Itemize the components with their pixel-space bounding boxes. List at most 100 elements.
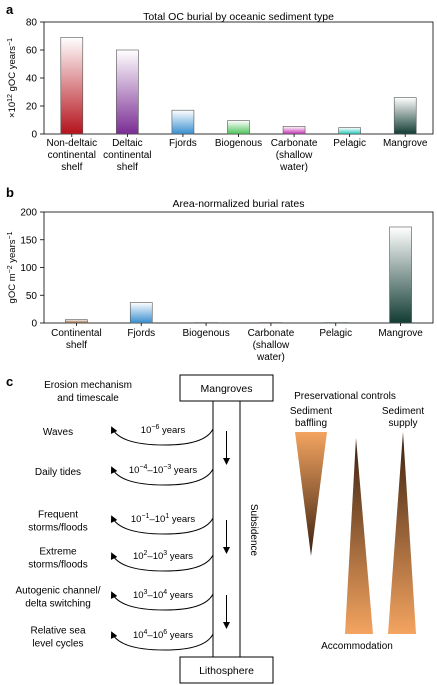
timescale-part: 2	[144, 550, 148, 557]
timescale-part: 6	[163, 629, 167, 636]
timescale-part: 10	[133, 630, 144, 641]
bar-2	[171, 109, 195, 135]
y-axis-label: ×1012 gOC years−1	[7, 38, 19, 118]
timescale-part: –10	[149, 514, 165, 525]
y-tick-label: 40	[26, 74, 38, 85]
category-label: shelf	[66, 340, 87, 351]
timescale-label: 104–106 years	[133, 629, 193, 641]
timescale-part: years	[171, 465, 197, 476]
timescale-part: 3	[144, 589, 148, 596]
y-axis-label-part: −2	[7, 265, 14, 273]
erosion-arrow	[110, 515, 214, 535]
bar-1	[129, 302, 153, 324]
chart-b: Area-normalized burial rates 0 50 100 150 200…	[7, 198, 434, 363]
category-label: Pelagic	[319, 328, 352, 339]
bar-4	[282, 126, 306, 135]
timescale-part: 10	[141, 425, 152, 436]
diagram-c: Erosion mechanism and timescale Mangrove…	[15, 374, 424, 684]
lithosphere-box	[179, 656, 274, 684]
timescale-label: 10−6 years	[141, 424, 186, 436]
category-label: (shallow	[253, 340, 290, 351]
category-label: continental	[48, 150, 96, 161]
sediment-baffling-line1: Sediment	[290, 406, 332, 417]
sediment-baffling-line2: baffling	[295, 418, 327, 429]
category-label: Continental	[51, 328, 102, 339]
timescale-part: –10	[147, 630, 163, 641]
y-tick-label: 20	[26, 102, 38, 113]
y-tick-label: 0	[31, 130, 37, 141]
category-label: Biogenous	[182, 328, 229, 339]
timescale-label: 102–103 years	[133, 550, 193, 562]
y-tick-label: 60	[26, 46, 38, 57]
timescale-part: 1	[165, 513, 169, 520]
category-label: Fjords	[127, 328, 155, 339]
mechanism-label: Waves	[43, 427, 73, 438]
y-axis-label-part: ×10	[7, 102, 18, 118]
timescale-part: 10	[129, 465, 140, 476]
erosion-arrow	[110, 466, 214, 486]
erosion-arrow	[110, 631, 214, 651]
mechanism-label: Autogenic channel/	[15, 586, 100, 597]
bar-1	[116, 49, 139, 135]
timescale-part: –10	[147, 465, 163, 476]
timescale-part: 10	[131, 514, 142, 525]
panel-label-a: a	[6, 2, 14, 17]
category-label: Mangrove	[383, 138, 428, 149]
timescale-part: 4	[144, 629, 148, 636]
timescale-part: −1	[141, 513, 149, 520]
timescale-part: –10	[147, 551, 163, 562]
category-label: Mangrove	[378, 328, 423, 339]
erosion-arrow	[110, 591, 214, 611]
mechanism-label: level cycles	[32, 639, 83, 650]
timescale-label: 10−4–10−3 years	[129, 464, 198, 476]
mechanism-label: storms/floods	[28, 523, 87, 534]
sediment-supply-line2: supply	[389, 418, 418, 429]
erosion-arrow	[110, 552, 214, 572]
category-label: shelf	[117, 162, 138, 173]
chart-title: Total OC burial by oceanic sediment type	[143, 11, 334, 23]
sediment-supply-line1: Sediment	[382, 406, 424, 417]
y-tick-label: 80	[26, 18, 38, 29]
timescale-part: years	[167, 590, 193, 601]
category-label: Carbonate	[248, 328, 295, 339]
y-tick-label: 0	[31, 319, 37, 330]
subsidence-label: Subsidence	[248, 504, 259, 557]
timescale-part: −4	[139, 464, 147, 471]
bar-5	[338, 127, 361, 135]
category-label: water)	[279, 162, 308, 173]
mechanism-label: Relative sea	[30, 626, 85, 637]
timescale-part: years	[159, 425, 185, 436]
category-label: Pelagic	[333, 138, 366, 149]
y-axis-label-part: years	[7, 239, 18, 265]
mangroves-box-label: Mangroves	[201, 383, 253, 395]
timescale-part: years	[167, 551, 193, 562]
category-label: water)	[256, 352, 285, 363]
erosion-header-line1: Erosion mechanism	[44, 380, 132, 391]
y-axis-label-part: −1	[7, 231, 14, 239]
y-axis-label-part: 12	[7, 94, 14, 102]
mechanism-label: Daily tides	[35, 467, 81, 478]
y-tick-label: 100	[20, 263, 37, 274]
accommodation-triangle	[345, 438, 373, 634]
category-label: continental	[103, 150, 151, 161]
accommodation-label: Accommodation	[321, 641, 393, 652]
timescale-part: −3	[163, 464, 171, 471]
plot-frame	[43, 211, 434, 324]
timescale-part: years	[169, 514, 195, 525]
panel-label-c: c	[6, 374, 13, 389]
y-axis-label-part: gOC years	[7, 46, 18, 94]
timescale-part: years	[167, 630, 193, 641]
y-axis-label: gOC m−2 years−1	[7, 231, 19, 303]
timescale-label: 10−1–101 years	[131, 513, 195, 525]
sediment-baffling-triangle	[295, 432, 327, 556]
mangroves-box	[179, 374, 274, 402]
timescale-part: 10	[133, 590, 144, 601]
sediment-supply-triangle	[388, 432, 416, 634]
y-tick-label: 50	[26, 291, 38, 302]
bar-0	[60, 37, 84, 135]
timescale-part: 10	[133, 551, 144, 562]
timescale-part: 4	[163, 589, 167, 596]
mechanism-label: Extreme	[39, 547, 77, 558]
